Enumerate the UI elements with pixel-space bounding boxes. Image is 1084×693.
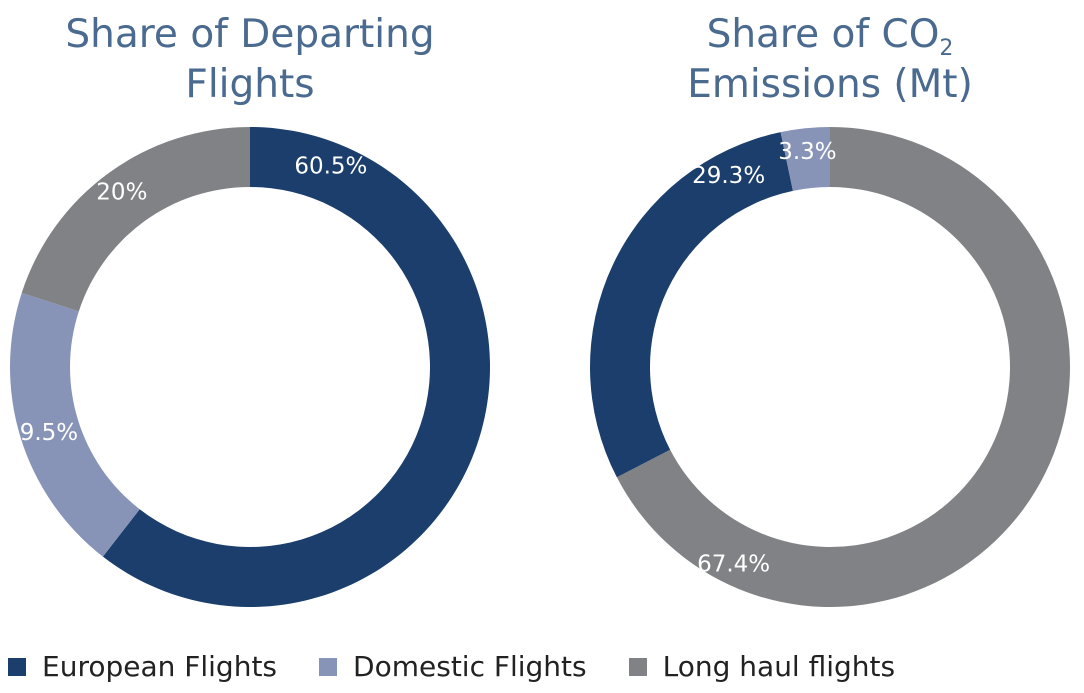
donut-slice-european-flights (590, 132, 793, 478)
legend-item-long-haul: Long haul flights (628, 650, 896, 683)
title-subscript: 2 (939, 36, 954, 61)
donut-slice-european-flights (102, 127, 490, 607)
legend-label: European Flights (42, 650, 278, 683)
chart-title-right: Share of CO2 Emissions (Mt) (580, 10, 1080, 110)
donut-slice-long-haul-flights (21, 127, 251, 312)
title-line-2: Flights (185, 62, 315, 107)
legend-swatch (8, 657, 26, 676)
legend-item-european: European Flights (8, 650, 277, 683)
legend-swatch (319, 657, 338, 676)
title-line-1: Share of Departing (65, 12, 435, 57)
legend-swatch (628, 657, 647, 676)
donut-charts: 60.5% 19.5% 20% 67.4% 29.3% 3.3% (5, 127, 1070, 607)
legend-label: Domestic Flights (353, 650, 587, 683)
data-label: 20% (96, 180, 147, 206)
data-label: 60.5% (294, 154, 367, 180)
legend-label: Long haul flights (662, 650, 896, 683)
data-label: 3.3% (778, 139, 836, 165)
legend-item-domestic: Domestic Flights (319, 650, 587, 683)
title-line-1: Share of CO (706, 12, 940, 57)
donut-slice-domestic-flights (780, 127, 830, 191)
chart-title-left: Share of Departing Flights (0, 10, 500, 110)
data-label: 67.4% (697, 552, 770, 578)
data-label: 19.5% (5, 420, 78, 446)
data-label: 29.3% (692, 163, 765, 189)
legend: European Flights Domestic Flights Long h… (8, 650, 937, 683)
title-line-2: Emissions (Mt) (687, 62, 973, 107)
donut-slice-domestic-flights (9, 292, 140, 557)
